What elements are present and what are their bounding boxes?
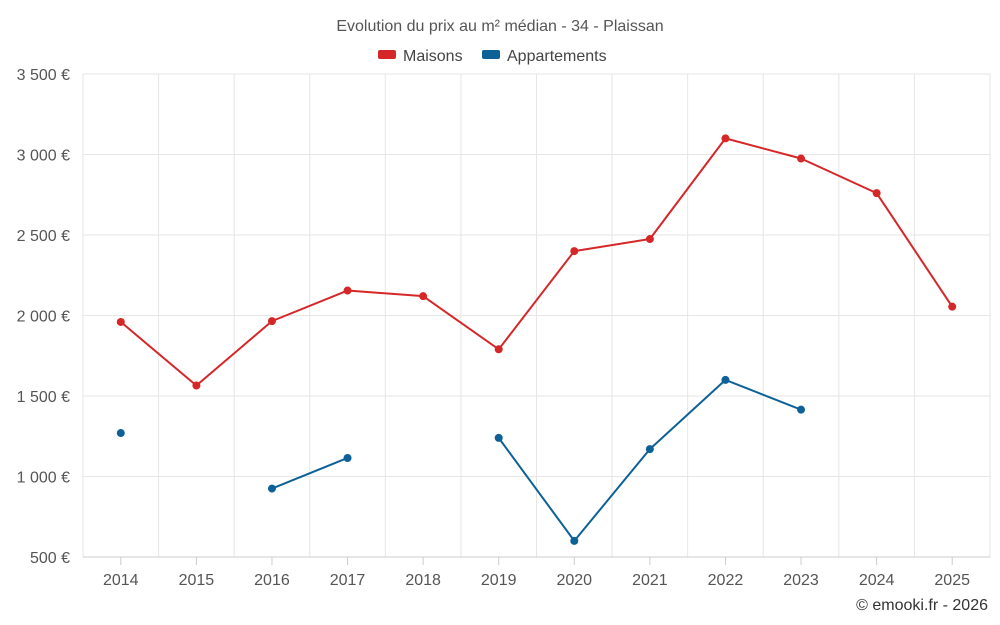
data-point-maisons-2022[interactable]	[721, 134, 730, 143]
data-point-maisons-2018[interactable]	[419, 292, 428, 301]
data-point-maisons-2020[interactable]	[570, 247, 579, 256]
x-tick-label: 2017	[330, 572, 366, 589]
x-tick-label: 2023	[783, 572, 819, 589]
y-axis-ticks: 500 € 1 000 € 1 500 € 2 000 € 2 500 € 3 000 €…	[17, 67, 70, 567]
legend-item-appartements[interactable]: Appartements	[482, 48, 607, 65]
data-point-maisons-2017[interactable]	[343, 286, 352, 295]
x-tick-label: 2014	[103, 572, 139, 589]
y-tick-label: 3 500 €	[17, 67, 70, 84]
x-tick-label: 2016	[254, 572, 290, 589]
data-point-maisons-2014[interactable]	[116, 317, 125, 326]
x-tick-label: 2022	[708, 572, 744, 589]
data-point-appartements-2019[interactable]	[494, 433, 503, 442]
series-line-appartements	[271, 457, 348, 490]
x-tick-label: 2025	[934, 572, 970, 589]
data-point-appartements-2020[interactable]	[570, 536, 579, 545]
data-point-maisons-2019[interactable]	[494, 345, 503, 354]
data-point-appartements-2017[interactable]	[343, 453, 352, 462]
data-point-appartements-2021[interactable]	[645, 445, 654, 454]
legend-label-maisons: Maisons	[403, 48, 463, 65]
x-axis-ticks: 2014 2015 2016 2017 2018 2019 2020 2021 2022 2023…	[103, 557, 970, 589]
data-point-maisons-2016[interactable]	[267, 317, 276, 326]
y-tick-label: 1 000 €	[17, 470, 70, 487]
legend: Maisons Appartements	[378, 48, 607, 65]
x-tick-label: 2020	[556, 572, 592, 589]
legend-item-maisons[interactable]: Maisons	[378, 48, 463, 65]
y-tick-label: 2 500 €	[17, 228, 70, 245]
legend-swatch-maisons	[378, 50, 396, 59]
series-line-maisons	[120, 137, 954, 387]
data-point-maisons-2021[interactable]	[645, 235, 654, 244]
series-maisons	[116, 134, 957, 390]
legend-swatch-appartements	[482, 50, 500, 59]
y-tick-label: 2 000 €	[17, 309, 70, 326]
data-point-appartements-2016[interactable]	[267, 484, 276, 493]
grid	[82, 73, 991, 557]
series-line-appartements	[497, 378, 802, 542]
x-tick-label: 2024	[859, 572, 895, 589]
data-point-appartements-2022[interactable]	[721, 375, 730, 384]
data-point-maisons-2023[interactable]	[797, 154, 806, 163]
data-point-maisons-2015[interactable]	[192, 381, 201, 390]
x-tick-label: 2015	[179, 572, 215, 589]
y-tick-label: 3 000 €	[17, 148, 70, 165]
y-tick-label: 1 500 €	[17, 389, 70, 406]
chart-title: Evolution du prix au m² médian - 34 - Pl…	[336, 18, 663, 35]
x-tick-label: 2018	[405, 572, 441, 589]
x-tick-label: 2019	[481, 572, 517, 589]
x-tick-label: 2021	[632, 572, 668, 589]
data-point-maisons-2025[interactable]	[948, 302, 957, 311]
data-point-maisons-2024[interactable]	[872, 189, 881, 198]
series	[116, 134, 957, 545]
data-point-appartements-2014[interactable]	[116, 429, 125, 438]
series-appartements	[116, 375, 806, 545]
data-point-appartements-2023[interactable]	[797, 405, 806, 414]
credit-text: © emooki.fr - 2026	[856, 597, 988, 614]
legend-label-appartements: Appartements	[507, 48, 607, 65]
y-tick-label: 500 €	[30, 550, 70, 567]
